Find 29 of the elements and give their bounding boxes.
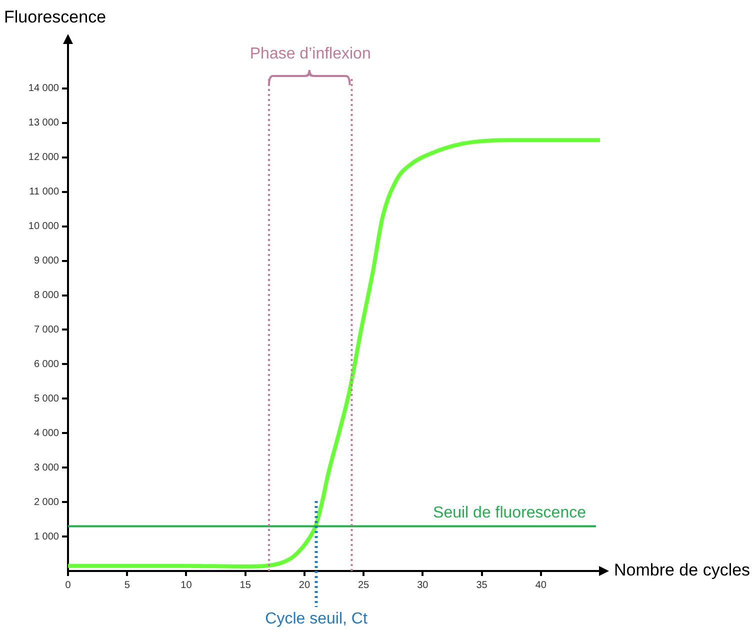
x-tick-label: 10 (180, 580, 192, 591)
x-tick-label: 5 (124, 580, 130, 591)
x-tick-label: 40 (535, 580, 547, 591)
y-axis-title: Fluorescence (4, 8, 106, 27)
y-tick-label: 12 000 (28, 152, 60, 164)
x-tick-label: 25 (358, 580, 370, 591)
y-tick-label: 3 000 (34, 462, 60, 474)
ref-line-label: Seuil de fluorescence (433, 504, 586, 522)
y-tick-label: 7 000 (34, 324, 60, 336)
y-tick-label: 6 000 (34, 358, 60, 370)
y-tick-label: 1 000 (34, 531, 60, 542)
x-tick-label: 35 (476, 580, 488, 591)
line-series (68, 138, 600, 569)
y-tick-label: 10 000 (28, 221, 60, 232)
y-tick-label: 14 000 (28, 83, 60, 94)
x-tick-label: 0 (65, 580, 72, 591)
x-tick-label: 15 (240, 580, 252, 591)
ref-line-label: Cycle seuil, Ct (265, 610, 368, 628)
y-tick-label: 13 000 (28, 118, 60, 129)
y-tick-label: 9 000 (34, 256, 60, 267)
x-tick-label: 20 (298, 580, 310, 591)
y-tick-label: 8 000 (34, 290, 60, 302)
y-tick-label: 5 000 (34, 393, 60, 404)
y-tick-label: 4 000 (34, 428, 60, 439)
x-tick-label: 30 (417, 580, 429, 591)
y-tick-label: 11 000 (29, 186, 60, 198)
annotation: Phase d’inflexion (250, 45, 371, 62)
x-axis-title: Nombre de cycles (614, 560, 750, 580)
y-tick-label: 2 000 (34, 496, 60, 508)
